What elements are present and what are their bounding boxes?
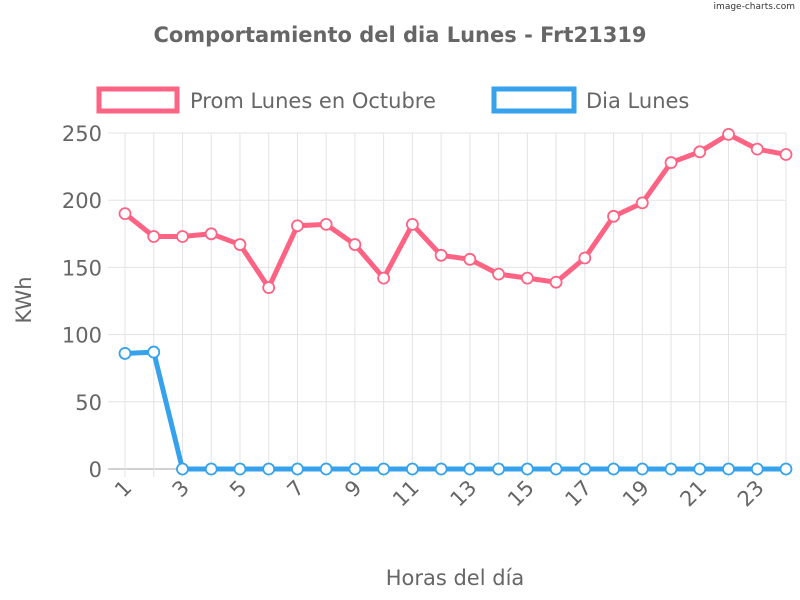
x-tick-label: 9 [340,476,366,502]
data-point [405,462,419,476]
y-axis-title: KWh [12,276,36,323]
data-point [779,462,793,476]
data-point [291,219,304,233]
data-point [463,462,477,476]
data-point [578,462,592,476]
y-tick-label: 50 [75,391,102,415]
data-point [635,462,649,476]
watermark: image-charts.com [714,2,795,12]
data-point [176,462,189,476]
data-point [262,462,276,476]
data-point [204,462,218,476]
data-point [664,462,678,476]
x-tick-label: 17 [560,476,596,512]
data-point [549,462,563,476]
data-point [463,252,477,266]
data-point [176,230,189,243]
data-point [607,462,620,476]
y-tick-label: 150 [62,256,102,280]
x-tick-label: 3 [168,476,194,502]
data-point [549,275,563,289]
data-point [348,462,362,476]
data-point [291,462,304,476]
y-tick-label: 100 [62,324,102,348]
data-point [750,462,764,476]
y-tick-label: 0 [89,458,102,482]
x-tick-label: 11 [388,476,424,512]
series-0 [118,127,793,294]
x-tick-label: 1 [110,476,136,502]
legend: Prom Lunes en Octubre Dia Lunes [96,86,689,114]
data-point [434,462,448,476]
data-point [319,462,333,476]
x-tick-label: 5 [225,476,251,502]
series-1 [118,345,793,476]
data-point [578,251,592,265]
data-point [722,462,735,476]
x-axis-ticks: 1 3 5 7 9 11 13 15 17 19 21 23 [110,476,769,512]
data-point [147,345,161,359]
y-axis-ticks: 0 50 100 150 200 250 [62,122,102,482]
x-axis-title: Horas del día [386,566,525,590]
data-point [779,148,793,161]
x-tick-label: 7 [283,476,309,502]
x-tick-label: 15 [503,476,539,512]
data-point [722,127,735,141]
data-point [693,145,707,159]
series-layer [118,127,793,476]
x-tick-label: 23 [733,476,769,512]
data-point [693,462,707,476]
series-line [122,349,789,472]
data-point [492,267,506,281]
data-point [434,248,448,262]
data-point [492,462,506,476]
y-tick-label: 250 [62,122,102,146]
legend-swatch-prom-lunes [96,86,180,114]
data-point [147,230,161,243]
data-point [607,209,620,223]
data-point [118,207,132,221]
data-point [348,238,362,251]
data-point [520,271,534,285]
y-tick-label: 200 [62,189,102,213]
x-tick-label: 21 [675,476,711,512]
x-tick-label: 13 [446,476,482,512]
data-point [377,271,391,285]
data-point [233,462,247,476]
x-tick-label: 19 [618,476,654,512]
data-point [118,347,132,360]
data-point [204,227,218,241]
series-line [122,131,789,291]
grid [108,132,787,477]
data-point [233,238,247,251]
data-point [405,217,419,231]
data-point [262,281,276,294]
data-point [664,156,678,169]
data-point [520,462,534,476]
data-point [319,217,333,231]
data-point [377,462,391,476]
legend-swatch-dia-lunes [491,86,577,114]
data-point [750,142,764,156]
legend-label-dia-lunes: Dia Lunes [586,89,689,113]
chart-title: Comportamiento del dia Lunes - Frt21319 [153,23,646,47]
legend-label-prom-lunes: Prom Lunes en Octubre [190,89,436,113]
data-point [635,196,649,210]
